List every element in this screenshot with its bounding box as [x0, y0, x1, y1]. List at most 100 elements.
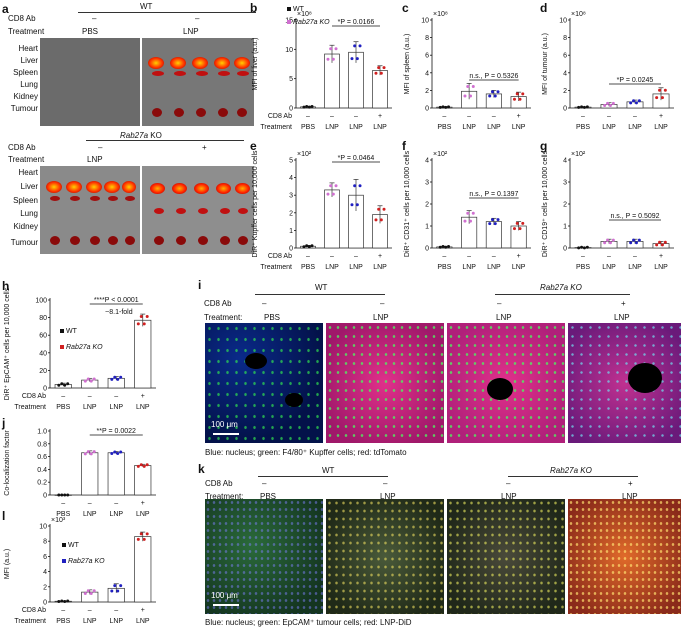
y-tick-label: 100 [35, 298, 47, 305]
cd8-value: – [492, 113, 496, 120]
data-point [608, 241, 612, 245]
data-point [305, 244, 309, 248]
i-treat-4: LNP [614, 313, 630, 322]
x-tick-label: LNP [83, 404, 97, 411]
data-point [374, 71, 378, 75]
data-point [515, 92, 519, 96]
cd8-value: – [88, 393, 92, 400]
data-point [496, 218, 500, 222]
k-wt: WT [322, 466, 335, 475]
data-point [441, 105, 445, 109]
y-tick-label: 40 [39, 350, 47, 357]
data-point [447, 105, 451, 109]
data-point [655, 96, 659, 100]
data-point [512, 97, 516, 101]
data-point [310, 244, 314, 248]
y-tick-label: 8 [425, 35, 429, 42]
y-tick-label: 4 [563, 70, 567, 77]
x-tick-label: LNP [654, 264, 668, 271]
x-tick-label: LNP [487, 264, 501, 271]
x-tick-label: LNP [83, 511, 97, 518]
a-cd8-label: CD8 Ab [8, 14, 36, 23]
y-tick-label: 10 [285, 47, 293, 54]
x-tick-label: LNP [462, 264, 476, 271]
data-point [89, 379, 93, 383]
k-treat-2: LNP [380, 492, 396, 501]
legend-l-ko: Rab27a KO [68, 558, 105, 565]
cd8-value: + [517, 253, 521, 260]
data-point [377, 66, 381, 70]
data-point [92, 589, 96, 593]
i-scale-label: 100 μm [211, 420, 238, 429]
y-tick-label: 0.8 [37, 441, 47, 448]
y-tick-label: 1 [289, 228, 293, 235]
data-point [119, 450, 123, 454]
a-organ-tumour: Tumour [10, 104, 38, 113]
data-point [658, 240, 662, 244]
legend-l-wt: WT [68, 542, 79, 549]
y-tick-label: 0 [563, 246, 567, 253]
k-micrograph-3 [447, 499, 565, 614]
cd8-value: – [61, 393, 65, 400]
data-point [444, 105, 448, 109]
cd8-value: – [354, 113, 358, 120]
y-tick-label: 0 [563, 106, 567, 113]
panel-label-c: c [402, 1, 409, 15]
data-point [444, 245, 448, 249]
i-micrograph-4 [568, 323, 681, 443]
cd8-value: – [88, 607, 92, 614]
data-point [334, 184, 338, 188]
y-axis-label: MFI of tumour (a.u.) [542, 33, 549, 95]
data-point [447, 245, 451, 249]
data-point [145, 463, 149, 467]
data-point [358, 44, 362, 48]
data-point [145, 315, 149, 319]
a-organ-lung: Lung [20, 80, 38, 89]
data-point [463, 94, 467, 98]
i-cd8-3: – [497, 299, 502, 308]
stat-label: *P = 0.0464 [338, 155, 375, 162]
x-tick-label: PBS [437, 124, 451, 131]
ivis-image-wt-lnp [142, 38, 254, 126]
cd8-value: – [88, 500, 92, 507]
bar [107, 452, 125, 496]
data-point [326, 57, 330, 61]
i-cd8-2: – [380, 299, 385, 308]
ivis-image-ko-lnp [40, 166, 140, 254]
x-tick-label: LNP [349, 124, 363, 131]
data-point [603, 104, 607, 108]
stat-label: n.s., P = 0.5326 [469, 73, 518, 80]
a-wt-header: WT [140, 2, 153, 11]
cd8-value: – [581, 253, 585, 260]
y-tick-label: 20 [39, 368, 47, 375]
bar-chart-j: j 0 0.2 0.4 0.6 0.8 1.0 Co-localization factor –… [1, 416, 156, 518]
cd8-value: + [659, 253, 663, 260]
data-point [83, 591, 87, 595]
i-treatment-label: Treatment: [204, 313, 243, 322]
panel-label-f: f [402, 139, 407, 153]
cd8-value: – [330, 113, 334, 120]
k-cd8-label: CD8 Ab [205, 479, 233, 488]
data-point [658, 88, 662, 92]
data-point [488, 222, 492, 226]
data-point [307, 105, 311, 109]
y-exponent: ×10⁸ [297, 11, 312, 18]
y-tick-label: 0.6 [37, 454, 47, 461]
data-point [518, 97, 522, 101]
y-tick-label: 0 [425, 106, 429, 113]
data-point [116, 452, 120, 456]
a-organ-spleen-2: Spleen [13, 196, 38, 205]
x-tick-label: PBS [301, 264, 315, 271]
data-point [89, 452, 93, 456]
a-organ-tumour-2: Tumour [10, 238, 38, 247]
cd8-value: – [330, 253, 334, 260]
panel-label-b: b [250, 1, 257, 15]
legend-l: WT Rab27a KO [62, 542, 105, 566]
data-point [92, 377, 96, 381]
legend-b-ko: Rab27a KO [293, 19, 330, 26]
y-tick-label: 4 [289, 175, 293, 182]
i-micrograph-3 [447, 323, 565, 443]
data-point [637, 238, 641, 242]
k-micrograph-1: 100 μm [205, 499, 323, 614]
i-caption: Blue: nucleus; green: F4/80⁺ Kupffer cel… [205, 448, 407, 457]
